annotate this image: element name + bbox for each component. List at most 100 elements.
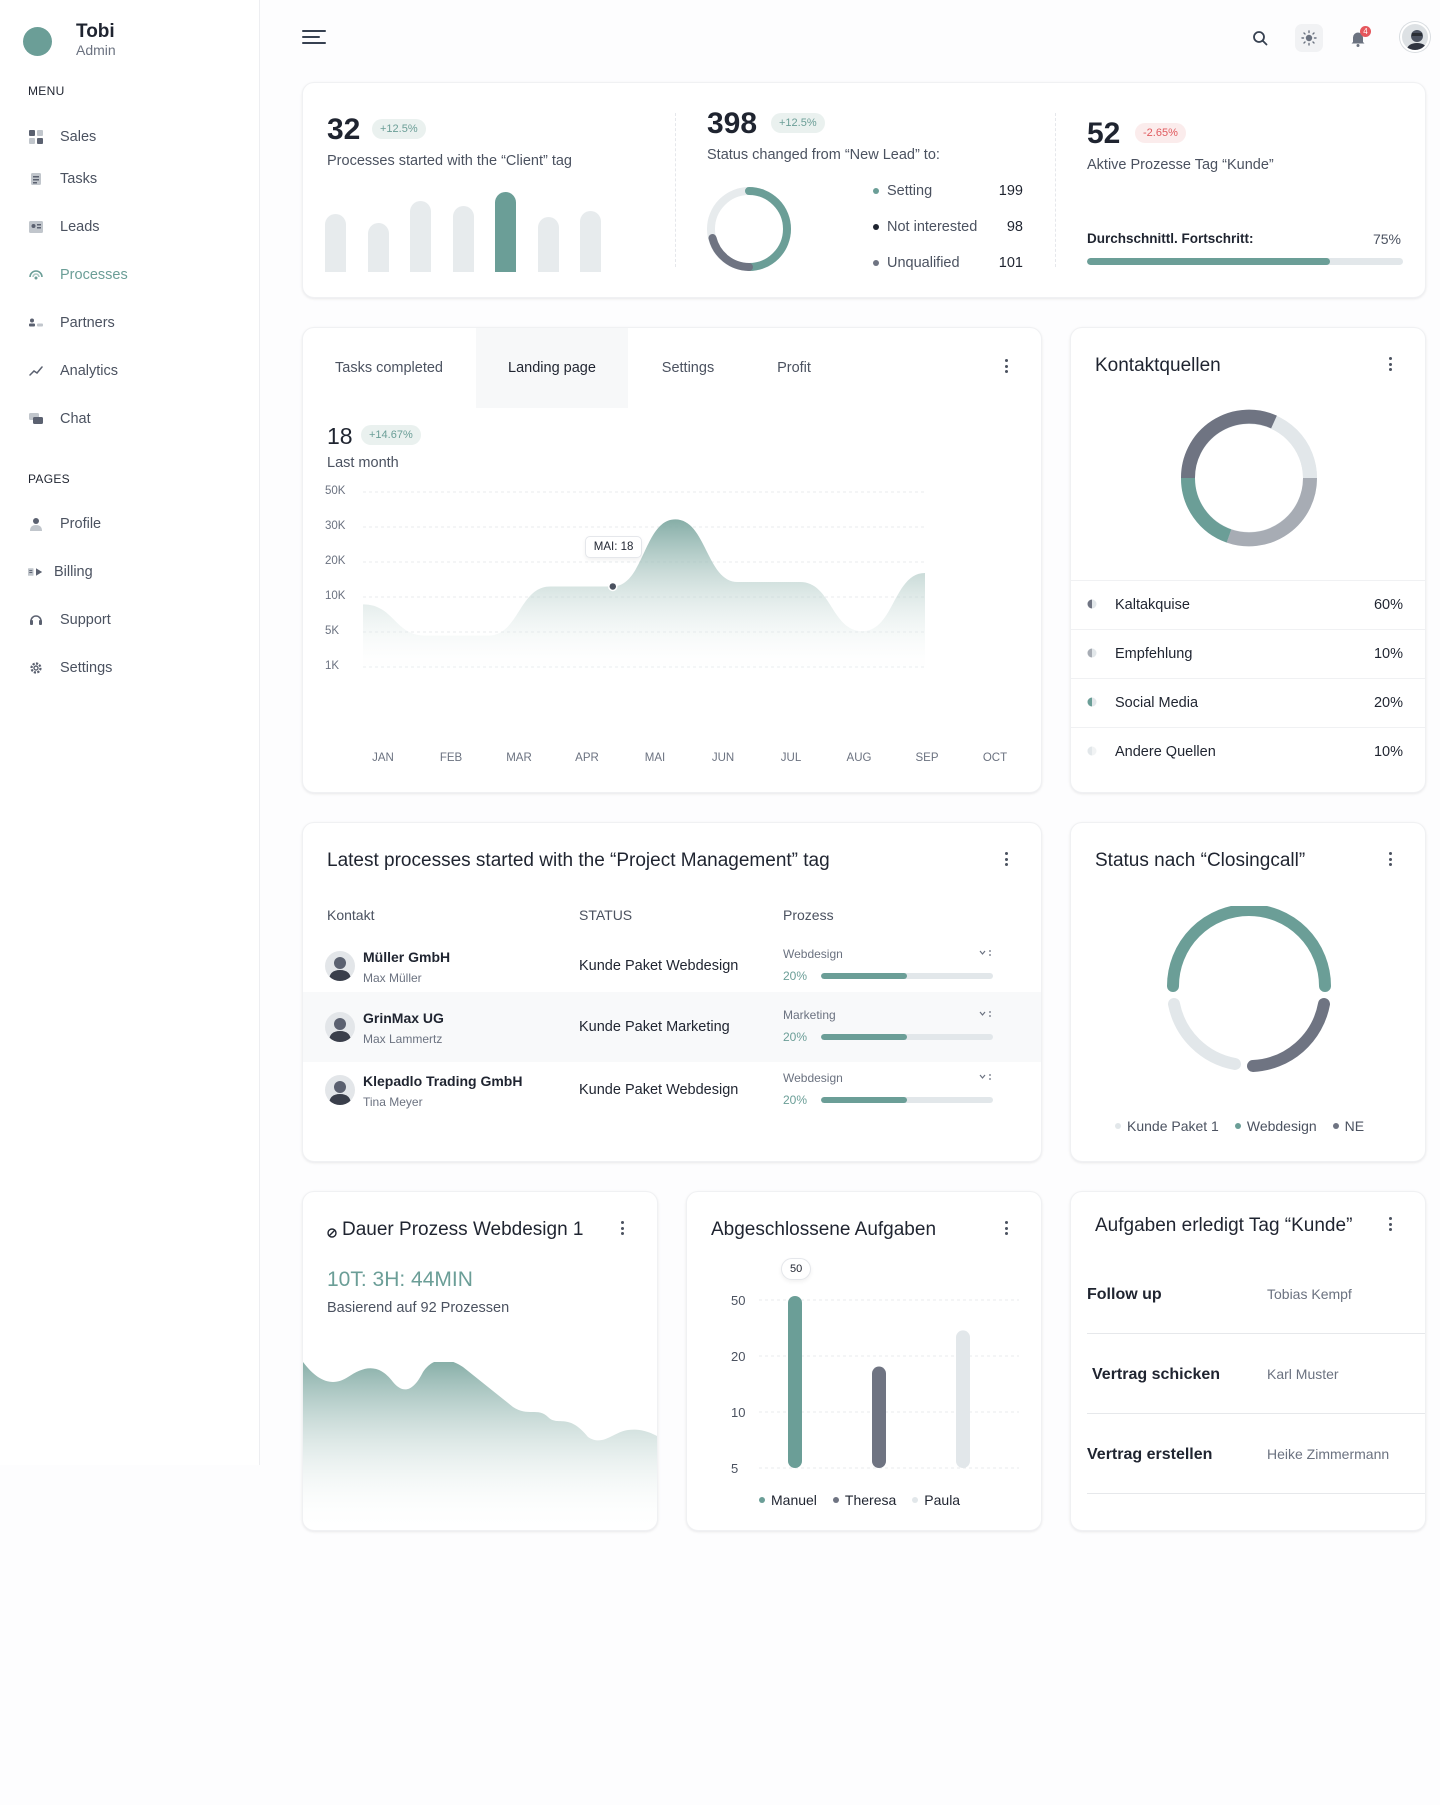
kontakt-row-andere-quellen: Andere Quellen 10% <box>1071 727 1425 775</box>
row-percent: 20% <box>783 1030 808 1044</box>
clients-change-badge: +12.5% <box>372 119 426 139</box>
main-chart-more-icon[interactable] <box>997 356 1015 376</box>
gauge-segment-kunde-paket <box>1168 998 1241 1070</box>
closing-legend: Kunde Paket 1 Webdesign NE <box>1115 1118 1364 1134</box>
tab-profit[interactable]: Profit <box>777 360 811 376</box>
x-tick-label: FEB <box>439 752 463 764</box>
donut-segment-kaltakquise <box>1180 409 1277 479</box>
y-tick-label: 20 <box>731 1349 746 1364</box>
tasks-bar-chart <box>759 1296 1019 1469</box>
aufgaben-row: Vertrag schicken Karl Muster <box>1087 1334 1425 1414</box>
row-person: Max Müller <box>363 971 422 985</box>
search-icon[interactable] <box>1246 24 1274 52</box>
row-status: Kunde Paket Webdesign <box>579 1082 739 1098</box>
progress-label: Durchschnittl. Fortschritt: <box>1087 231 1254 246</box>
dauer-value: 10T: 3H: 44MIN <box>327 1268 473 1291</box>
avatar <box>325 1012 355 1042</box>
legend-kunde-paket: Kunde Paket 1 <box>1127 1118 1219 1134</box>
dauer-card: Dauer Prozess Webdesign 1 10T: 3H: 44MIN… <box>302 1191 658 1531</box>
row-process: Webdesign <box>783 947 843 961</box>
tab-landing-page[interactable]: Landing page <box>476 328 628 408</box>
sidebar-item-tasks[interactable]: Tasks <box>28 166 97 192</box>
aufgaben-more-icon[interactable] <box>1381 1214 1399 1234</box>
x-tick-label: MAR <box>506 752 532 764</box>
row-chevron-icon[interactable] <box>979 945 993 957</box>
brand[interactable]: Tobi Admin <box>23 22 116 60</box>
kontakt-row-kaltakquise: Kaltakquise 60% <box>1071 580 1425 628</box>
dauer-wave-chart <box>303 1362 657 1530</box>
clients-stat-label: Processes started with the “Client” tag <box>327 153 572 169</box>
sidebar-item-profile[interactable]: Profile <box>28 511 101 537</box>
row-percent: 20% <box>783 1093 808 1107</box>
sidebar-item-partners[interactable]: Partners <box>28 310 115 336</box>
average-progress-bar <box>1087 258 1403 265</box>
mini-bar <box>495 192 516 272</box>
stats-card: 32 +12.5% Processes started with the “Cl… <box>302 82 1426 298</box>
area-chart-tooltip: MAI: 18 <box>584 536 643 559</box>
partners-icon <box>28 315 44 331</box>
main-chart-card: Tasks completed Landing page Settings Pr… <box>302 327 1042 793</box>
user-avatar[interactable] <box>1400 22 1430 52</box>
table-row[interactable]: GrinMax UG Max Lammertz Kunde Paket Market… <box>303 992 1041 1062</box>
aufgaben-row: Vertrag erstellen Heike Zimmermann <box>1087 1414 1425 1494</box>
avatar <box>325 951 355 981</box>
closing-more-icon[interactable] <box>1381 849 1399 869</box>
legend-series-name: Theresa <box>844 1492 897 1508</box>
table-row[interactable]: Müller GmbH Max Müller Kunde Paket Webdesi… <box>303 931 1041 1001</box>
mini-bar <box>368 223 389 272</box>
y-tick-label: 10 <box>731 1405 746 1420</box>
empfehlung-half-circle-icon <box>1087 646 1097 662</box>
status-stat-label: Status changed from “New Lead” to: <box>707 147 940 163</box>
row-company: Klepadlo Trading GmbH <box>363 1073 523 1089</box>
closing-card: Status nach “Closingcall” Kunde Paket 1 … <box>1070 822 1426 1162</box>
row-process: Webdesign <box>783 1071 843 1085</box>
tab-tasks-completed[interactable]: Tasks completed <box>335 360 443 376</box>
table-header-process: Prozess <box>783 907 834 923</box>
processes-table-more-icon[interactable] <box>997 849 1015 869</box>
row-chevron-icon[interactable] <box>979 1006 993 1018</box>
status-donut-chart <box>707 187 791 271</box>
x-tick-label: JAN <box>372 752 394 764</box>
y-tick-label: 30K <box>325 520 346 532</box>
y-tick-label: 1K <box>325 660 340 672</box>
support-icon <box>28 612 44 628</box>
x-tick-label: MAI <box>644 752 666 764</box>
brand-name: Tobi <box>76 21 115 42</box>
y-tick-label: 10K <box>325 590 346 602</box>
dauer-more-icon[interactable] <box>613 1218 631 1238</box>
x-tick-label: JUN <box>711 752 735 764</box>
sidebar-item-sales[interactable]: Sales <box>28 124 96 150</box>
task-bar <box>956 1330 970 1468</box>
row-process: Marketing <box>783 1008 836 1022</box>
theme-toggle-icon[interactable] <box>1295 24 1323 52</box>
aufgaben-title: Aufgaben erledigt Tag “Kunde” <box>1095 1215 1353 1236</box>
mini-bar <box>325 214 346 272</box>
status-donut-not-interested <box>708 234 753 271</box>
kontakt-more-icon[interactable] <box>1381 354 1399 374</box>
tasks-chart-tooltip: 50 <box>781 1258 812 1280</box>
billing-icon <box>28 564 44 580</box>
notification-bell-icon[interactable]: 4 <box>1344 24 1372 52</box>
tab-settings[interactable]: Settings <box>661 360 715 376</box>
sidebar-item-analytics[interactable]: Analytics <box>28 358 118 384</box>
tasks-chart-more-icon[interactable] <box>997 1218 1015 1238</box>
sidebar-item-support[interactable]: Support <box>28 607 111 633</box>
sidebar-item-billing[interactable]: Billing <box>28 559 93 585</box>
sidebar-item-leads[interactable]: Leads <box>28 214 100 240</box>
donut-segment-empfehlung <box>1226 477 1318 547</box>
profile-icon <box>28 516 44 532</box>
sales-icon <box>28 129 44 145</box>
sidebar-item-settings[interactable]: Settings <box>28 655 112 681</box>
sidebar-item-processes[interactable]: Processes <box>28 262 128 288</box>
dauer-sub: Basierend auf 92 Prozessen <box>327 1300 510 1316</box>
table-row[interactable]: Klepadlo Trading GmbH Tina Meyer Kunde Pak… <box>303 1055 1041 1125</box>
y-tick-label: 20K <box>325 555 346 567</box>
menu-section-label: MENU <box>28 84 65 98</box>
kaltakquise-half-circle-icon <box>1087 597 1097 613</box>
menu-toggle-icon[interactable] <box>302 28 326 46</box>
y-tick-label: 50K <box>325 485 346 497</box>
progress-value: 75% <box>1372 231 1401 247</box>
sidebar-item-chat[interactable]: Chat <box>28 406 91 432</box>
row-chevron-icon[interactable] <box>979 1069 993 1081</box>
row-status: Kunde Paket Webdesign <box>579 958 739 974</box>
